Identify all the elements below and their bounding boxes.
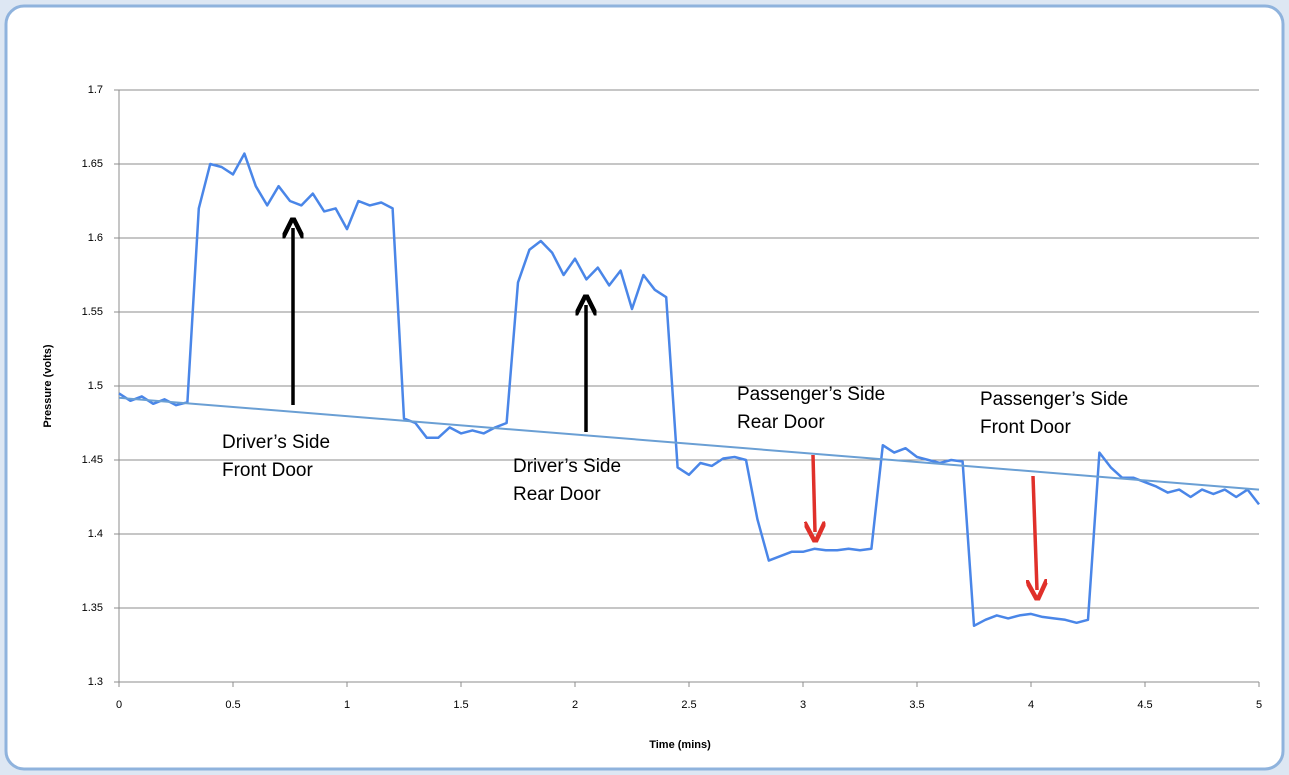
y-tick-label: 1.55 xyxy=(82,306,103,318)
y-tick-label: 1.5 xyxy=(88,380,103,392)
y-tick-label: 1.45 xyxy=(82,454,103,466)
x-tick-label: 1 xyxy=(344,699,350,711)
y-tick-label: 1.7 xyxy=(88,84,103,96)
annotation: Front Door xyxy=(222,460,313,481)
x-tick-label: 5 xyxy=(1256,699,1262,711)
trend-line xyxy=(118,396,1260,491)
annotation: Driver’s Side xyxy=(513,456,621,477)
x-tick-label: 0 xyxy=(116,699,122,711)
x-tick-label: 3 xyxy=(800,699,806,711)
annotation: Driver’s Side xyxy=(222,432,330,453)
annotation: Passenger’s Side xyxy=(737,384,885,405)
annotation-arrow xyxy=(1033,475,1037,590)
chart-frame xyxy=(4,4,1285,771)
x-tick-label: 4.5 xyxy=(1137,699,1152,711)
annotation: Rear Door xyxy=(737,412,825,433)
data-line xyxy=(118,152,1260,628)
y-axis-label: Pressure (volts) xyxy=(42,344,54,427)
y-tick-label: 1.65 xyxy=(82,158,103,170)
annotation: Front Door xyxy=(980,417,1071,438)
x-tick-label: 3.5 xyxy=(909,699,924,711)
x-tick-label: 1.5 xyxy=(453,699,468,711)
x-tick-label: 0.5 xyxy=(225,699,240,711)
y-tick-label: 1.3 xyxy=(88,676,103,688)
x-tick-label: 4 xyxy=(1028,699,1034,711)
y-tick-label: 1.35 xyxy=(82,602,103,614)
y-tick-label: 1.4 xyxy=(88,528,103,540)
annotation: Rear Door xyxy=(513,484,601,505)
annotation-arrow xyxy=(813,454,815,532)
annotation: Passenger’s Side xyxy=(980,389,1128,410)
x-tick-label: 2 xyxy=(572,699,578,711)
x-tick-label: 2.5 xyxy=(681,699,696,711)
y-tick-label: 1.6 xyxy=(88,232,103,244)
x-axis-label: Time (mins) xyxy=(649,739,711,751)
